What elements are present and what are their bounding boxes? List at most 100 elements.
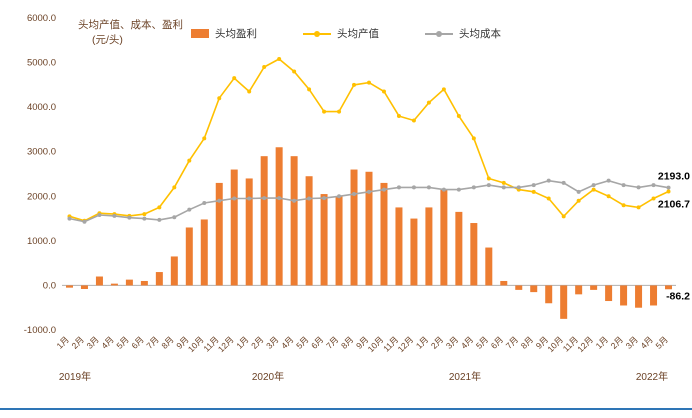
- month-label: 3月: [264, 334, 280, 350]
- profit-bar: [275, 147, 283, 286]
- month-label: 5月: [653, 334, 669, 350]
- cost-marker: [381, 187, 386, 192]
- profit-bar: [410, 218, 418, 286]
- profit-bar: [170, 256, 178, 286]
- cost-marker: [82, 219, 87, 224]
- output-marker: [426, 100, 431, 105]
- profit-bar: [320, 194, 328, 286]
- month-label: 3月: [624, 334, 640, 350]
- cost-marker: [157, 217, 162, 222]
- combo-chart: -1000.0 0.0 1000.0 2000.0 3000.0 4000.0 5000.0…: [24, 13, 690, 383]
- cost-marker: [591, 183, 596, 188]
- month-label: 4月: [279, 334, 295, 350]
- cost-marker: [367, 189, 371, 194]
- profit-bar: [635, 285, 643, 308]
- month-label: 2月: [429, 334, 445, 350]
- cost-marker: [307, 196, 312, 201]
- y-axis-title-line1: 头均产值、成本、盈利: [78, 19, 183, 31]
- cost-marker: [277, 196, 282, 201]
- cost-marker: [621, 183, 626, 188]
- profit-bar: [530, 285, 538, 293]
- output-marker: [202, 136, 207, 141]
- cost-marker: [561, 180, 566, 185]
- output-marker: [441, 87, 446, 92]
- month-label: 1月: [414, 334, 430, 350]
- month-label: 1月: [54, 334, 70, 350]
- cost-marker: [142, 216, 147, 221]
- output-marker: [651, 196, 656, 201]
- month-label: 5月: [294, 334, 310, 350]
- month-label: 5月: [474, 334, 490, 350]
- cost-marker: [337, 194, 342, 199]
- profit-bar: [215, 182, 223, 286]
- month-label: 4月: [99, 334, 115, 350]
- cost-marker: [127, 215, 132, 220]
- bottom-border-line: [0, 408, 692, 410]
- output-marker: [471, 136, 476, 141]
- profit-bar: [65, 285, 73, 288]
- month-label: 6月: [489, 334, 505, 350]
- output-marker: [322, 109, 327, 114]
- cost-marker: [651, 183, 656, 188]
- output-marker: [411, 118, 416, 123]
- month-label: 2月: [69, 334, 85, 350]
- output-marker: [337, 109, 342, 114]
- profit-bar: [110, 283, 118, 286]
- profit-bar: [290, 156, 298, 286]
- month-label: 12月: [575, 334, 595, 354]
- month-label: 4月: [459, 334, 475, 350]
- profit-bar: [155, 272, 163, 286]
- profit-bar: [305, 176, 313, 286]
- cost-marker: [232, 196, 237, 201]
- y-axis-title-line2: (元/头): [92, 34, 123, 46]
- month-label: 8月: [159, 334, 175, 350]
- profit-bar: [650, 285, 658, 306]
- profit-bar: [560, 285, 568, 319]
- profit-bar: [80, 285, 88, 289]
- cost-marker: [516, 185, 521, 190]
- profit-bar: [485, 247, 493, 286]
- profit-bar: [500, 280, 508, 286]
- month-label: 1月: [234, 334, 250, 350]
- month-label: 7月: [144, 334, 160, 350]
- output-marker: [367, 80, 371, 85]
- cost-marker: [202, 200, 207, 205]
- profit-bar: [260, 156, 268, 286]
- output-marker: [546, 196, 551, 201]
- year-label: 2020年: [252, 370, 284, 383]
- output-marker: [187, 158, 192, 163]
- profit-bar: [185, 227, 193, 286]
- cost-marker: [112, 213, 117, 218]
- month-label: 7月: [324, 334, 340, 350]
- cost-marker: [636, 185, 641, 190]
- year-label: 2021年: [449, 370, 481, 383]
- profit-bar: [590, 285, 598, 290]
- cost-marker: [471, 185, 476, 190]
- cost-marker: [247, 196, 252, 201]
- output-marker: [486, 176, 491, 181]
- y-tick-label: 6000.0: [27, 13, 56, 24]
- output-marker: [352, 82, 357, 87]
- profit-bar: [440, 189, 448, 286]
- y-tick-label: 0.0: [43, 280, 56, 291]
- y-tick-label: 4000.0: [27, 102, 56, 113]
- profit-bar: [575, 285, 583, 295]
- month-label: 12月: [396, 334, 416, 354]
- cost-marker: [576, 189, 581, 194]
- output-marker: [561, 214, 566, 219]
- output-marker: [277, 57, 282, 62]
- profit-bar: [335, 196, 343, 286]
- output-marker: [576, 198, 581, 203]
- profit-bar: [200, 219, 208, 286]
- month-label: 2月: [609, 334, 625, 350]
- cost-marker: [262, 196, 267, 201]
- month-label: 12月: [216, 334, 236, 354]
- output-marker: [142, 212, 147, 217]
- cost-marker: [531, 183, 536, 188]
- output-marker: [456, 114, 461, 119]
- cost-marker: [411, 185, 416, 190]
- profit-bar: [395, 207, 403, 286]
- profit-bar: [665, 285, 673, 290]
- output-marker: [606, 194, 611, 199]
